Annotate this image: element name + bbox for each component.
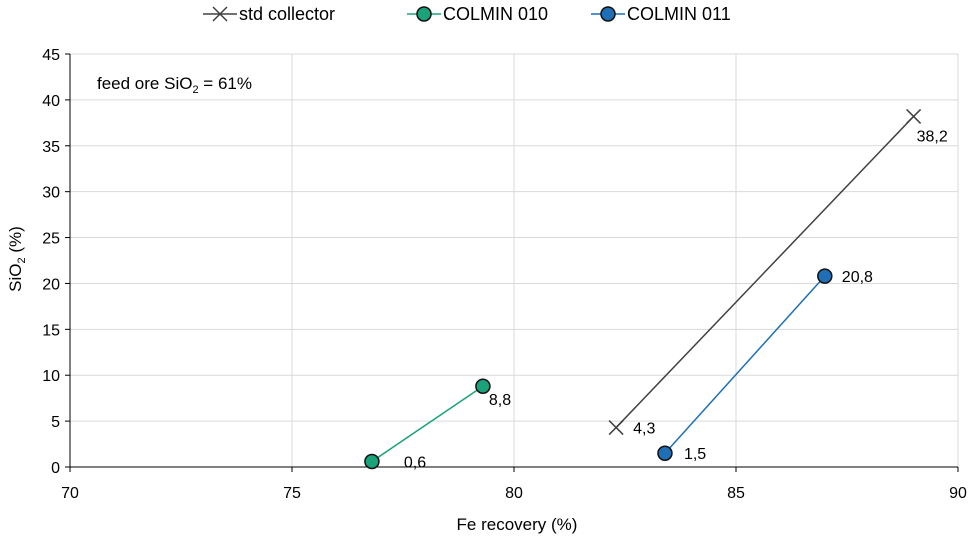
data-label: 1,5 [684, 446, 706, 463]
data-point [364, 453, 380, 470]
y-tick-label: 45 [42, 47, 60, 64]
legend-marker [416, 6, 432, 22]
data-point [608, 420, 624, 436]
y-tick-label: 35 [42, 139, 60, 156]
data-point [475, 378, 491, 394]
data-label: 20,8 [842, 269, 873, 286]
data-label: 0,6 [404, 454, 426, 471]
legend-label: COLMIN 010 [443, 4, 548, 24]
x-tick-label: 70 [61, 485, 79, 502]
legend-label: std collector [239, 4, 335, 24]
y-tick-label: 40 [42, 93, 60, 110]
y-tick-label: 5 [51, 414, 60, 431]
y-tick-label: 15 [42, 322, 60, 339]
data-point [817, 268, 833, 284]
y-tick-label: 20 [42, 276, 60, 293]
y-tick-label: 25 [42, 231, 60, 248]
series-line [664, 275, 826, 454]
series-std-collector [608, 108, 922, 436]
legend-item: COLMIN 010 [407, 4, 548, 24]
legend-marker [212, 6, 228, 22]
series-colmin-011 [657, 268, 833, 461]
y-tick-label: 0 [51, 460, 60, 477]
data-label: 8,8 [489, 392, 511, 409]
data-point [906, 108, 922, 124]
x-tick-label: 75 [283, 485, 301, 502]
y-tick-label: 30 [42, 185, 60, 202]
legend-item: std collector [203, 4, 335, 24]
x-tick-label: 85 [727, 485, 745, 502]
legend: std collector COLMIN 010 COLMIN 011 [203, 4, 731, 24]
x-axis-title: Fe recovery (%) [457, 515, 578, 534]
legend-label: COLMIN 011 [627, 4, 731, 24]
feed-ore-annotation: feed ore SiO2 = 61% [97, 74, 252, 96]
legend-item: COLMIN 011 [591, 4, 731, 24]
legend-marker [600, 6, 616, 22]
y-axis-title: SiO2 (%) [6, 226, 28, 292]
series-colmin-010 [364, 378, 491, 470]
data-label: 4,3 [633, 421, 655, 438]
series-line [615, 115, 915, 429]
data-label: 38,2 [917, 128, 948, 145]
axes: 0 5 10 15 20 25 30 35 40 45 70 75 80 85 90 [42, 47, 967, 502]
x-tick-label: 90 [949, 485, 967, 502]
series-line [371, 385, 484, 463]
x-tick-label: 80 [505, 485, 523, 502]
y-tick-label: 10 [42, 368, 60, 385]
grid [70, 53, 959, 467]
series [364, 108, 922, 470]
data-labels: 4,3 38,2 0,6 8,8 1,5 20,8 [404, 128, 948, 471]
data-point [657, 445, 673, 461]
